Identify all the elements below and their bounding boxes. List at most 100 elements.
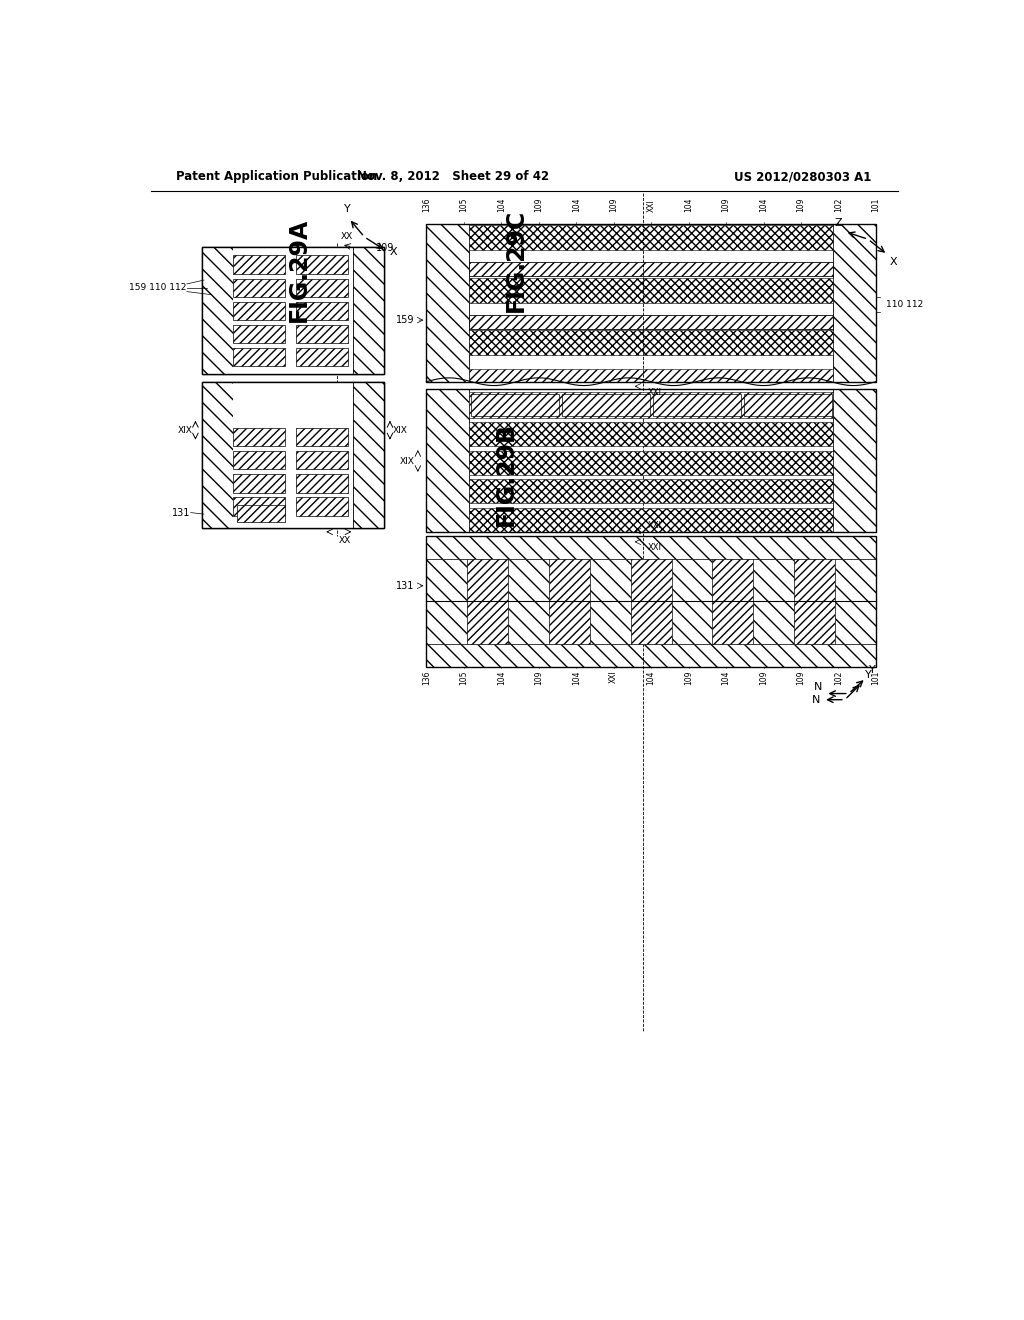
Bar	[469, 368, 834, 381]
Bar	[296, 279, 348, 297]
Text: 101: 101	[871, 198, 881, 213]
Bar	[232, 302, 285, 321]
Bar	[469, 277, 834, 302]
Bar	[352, 247, 384, 374]
Text: Y: Y	[344, 203, 350, 214]
Text: 109: 109	[609, 198, 618, 213]
Bar	[232, 256, 285, 275]
Text: Y: Y	[869, 665, 876, 675]
Bar	[296, 325, 348, 343]
Bar	[743, 393, 831, 416]
Bar	[296, 428, 348, 446]
Bar	[202, 381, 232, 528]
Bar	[296, 498, 348, 516]
Bar	[202, 247, 384, 374]
Bar	[426, 224, 876, 381]
Bar	[561, 393, 649, 416]
Text: 104: 104	[571, 198, 581, 213]
Bar	[426, 389, 876, 532]
Bar	[469, 226, 834, 251]
Text: 105: 105	[460, 671, 468, 685]
Bar	[352, 381, 384, 528]
Text: 109: 109	[376, 243, 394, 253]
Bar	[426, 644, 876, 667]
Bar	[754, 558, 795, 644]
Bar	[232, 247, 352, 374]
Bar	[672, 558, 713, 644]
Text: 136: 136	[422, 671, 431, 685]
Bar	[296, 451, 348, 470]
Text: 109: 109	[535, 671, 544, 685]
Bar	[713, 558, 754, 644]
Bar	[232, 279, 285, 297]
Bar	[467, 558, 508, 644]
Text: 109: 109	[684, 671, 693, 685]
Text: 109: 109	[797, 671, 806, 685]
Text: 105: 105	[460, 198, 468, 213]
Bar	[590, 558, 631, 644]
Bar	[232, 381, 352, 528]
Text: 131: 131	[172, 508, 190, 517]
Text: 102: 102	[834, 671, 843, 685]
Bar	[834, 389, 876, 532]
Bar	[202, 381, 384, 528]
Bar	[469, 314, 834, 329]
Text: 104: 104	[684, 198, 693, 213]
Bar	[232, 348, 285, 367]
Bar	[296, 348, 348, 367]
Bar	[296, 474, 348, 492]
Text: 104: 104	[646, 671, 655, 685]
Bar	[232, 325, 285, 343]
Text: XX: XX	[341, 232, 353, 240]
Bar	[469, 479, 834, 503]
Text: 109: 109	[722, 198, 730, 213]
Bar	[232, 428, 285, 446]
Text: XXI: XXI	[647, 544, 662, 552]
Text: XXI: XXI	[647, 388, 662, 397]
Text: 104: 104	[759, 198, 768, 213]
Bar	[232, 474, 285, 492]
Text: XX: XX	[339, 536, 351, 545]
Text: 104: 104	[722, 671, 730, 685]
Bar	[835, 558, 876, 644]
Text: FIG.29B: FIG.29B	[495, 422, 518, 527]
Bar	[469, 330, 834, 355]
Text: 131: 131	[396, 581, 415, 591]
Text: 109: 109	[535, 198, 544, 213]
Text: Y: Y	[865, 669, 871, 680]
Bar	[426, 536, 876, 558]
Bar	[652, 393, 740, 416]
Text: N: N	[814, 682, 822, 692]
Text: US 2012/0280303 A1: US 2012/0280303 A1	[733, 170, 871, 183]
Text: Z: Z	[835, 219, 842, 228]
Bar	[232, 451, 285, 470]
Bar	[549, 558, 590, 644]
Bar	[202, 381, 384, 528]
Bar	[232, 498, 285, 516]
Text: XXI: XXI	[609, 671, 618, 684]
Bar	[795, 558, 835, 644]
Bar	[508, 558, 549, 644]
Text: 102: 102	[834, 198, 843, 213]
Text: Nov. 8, 2012   Sheet 29 of 42: Nov. 8, 2012 Sheet 29 of 42	[357, 170, 550, 183]
Bar	[471, 393, 558, 416]
Text: 104: 104	[497, 671, 506, 685]
Bar	[469, 261, 834, 276]
Bar	[469, 508, 834, 532]
Bar	[296, 256, 348, 275]
Bar	[469, 314, 834, 329]
Text: X: X	[389, 247, 397, 257]
Bar	[469, 261, 834, 276]
Text: FIG.29C: FIG.29C	[504, 209, 527, 312]
Bar	[834, 224, 876, 381]
Text: XIX: XIX	[400, 457, 415, 466]
Text: 104: 104	[571, 671, 581, 685]
Text: FIG.29A: FIG.29A	[287, 218, 310, 322]
Text: N: N	[812, 694, 820, 705]
Bar	[469, 422, 834, 446]
Bar	[202, 247, 384, 374]
Text: XIX: XIX	[177, 426, 193, 434]
Text: XXI: XXI	[646, 199, 655, 213]
Text: XXI: XXI	[647, 520, 662, 529]
Bar	[631, 558, 672, 644]
